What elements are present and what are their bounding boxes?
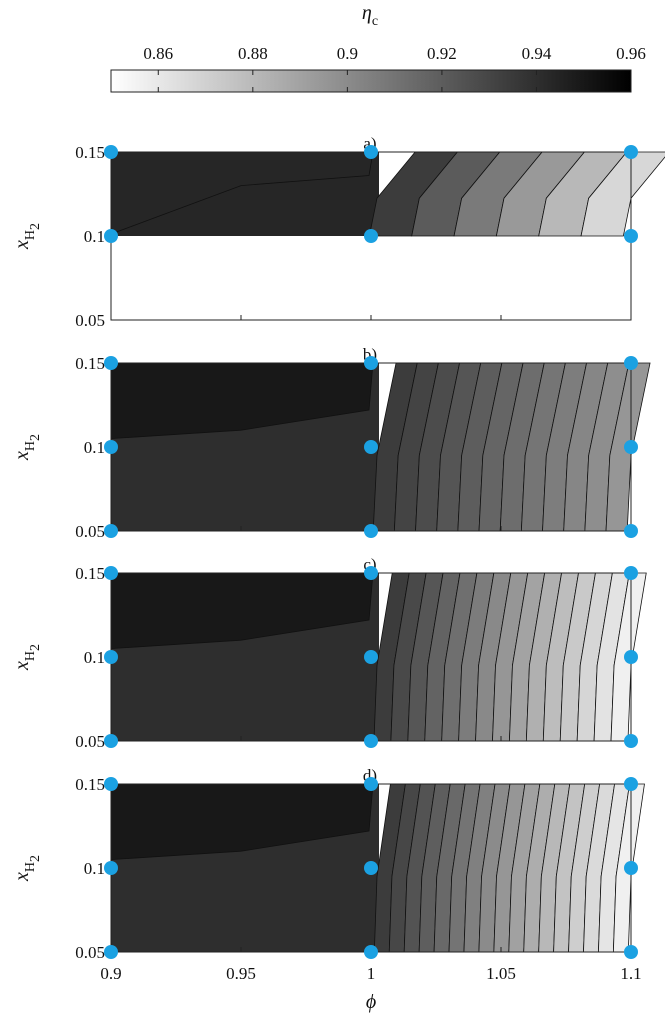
x-tick-labels: 0.9 0.95 1 1.05 1.1: [100, 964, 641, 983]
sample-point: [104, 734, 118, 748]
sample-point: [104, 229, 118, 243]
y-tick-label: 0.05: [75, 943, 105, 962]
contour-fill: [110, 572, 647, 742]
x-axis-label: ϕ: [366, 991, 376, 1013]
y-tick-label: 0.1: [84, 438, 105, 457]
x-tick-label: 1: [367, 964, 376, 983]
y-tick-label: 0.15: [75, 143, 105, 162]
sample-point: [104, 945, 118, 959]
y-tick-label: 0.15: [75, 564, 105, 583]
sample-point: [104, 650, 118, 664]
sample-point: [104, 440, 118, 454]
sample-point: [364, 229, 378, 243]
contour-fill: [110, 151, 665, 237]
sample-point: [104, 145, 118, 159]
colorbar-tick-label: 0.94: [522, 44, 552, 63]
y-tick-label: 0.1: [84, 227, 105, 246]
colorbar-tick-label: 0.96: [616, 44, 646, 63]
sample-point: [104, 861, 118, 875]
y-tick-label: 0.15: [75, 354, 105, 373]
sample-point: [104, 356, 118, 370]
colorbar-title: ηc: [362, 2, 378, 29]
sample-point: [624, 440, 638, 454]
y-axis-label: xH2: [11, 855, 43, 882]
colorbar-title-subscript: c: [372, 14, 378, 29]
sample-point: [104, 777, 118, 791]
y-axis-label: xH2: [11, 223, 43, 250]
colorbar-tick-label: 0.92: [427, 44, 457, 63]
contour-fill: [110, 362, 651, 532]
y-tick-label: 0.1: [84, 859, 105, 878]
sample-point: [364, 566, 378, 580]
sample-point: [104, 524, 118, 538]
sample-point: [364, 356, 378, 370]
sample-point: [624, 734, 638, 748]
colorbar-title-symbol: η: [362, 2, 372, 24]
y-tick-label: 0.15: [75, 775, 105, 794]
y-axis-label: xH2: [11, 644, 43, 671]
colorbar-gradient: [110, 69, 632, 93]
sample-point: [364, 861, 378, 875]
sample-point: [364, 734, 378, 748]
x-tick-label: 1.05: [486, 964, 516, 983]
colorbar-tick-label: 0.88: [238, 44, 268, 63]
sample-point: [104, 566, 118, 580]
y-tick-label: 0.1: [84, 648, 105, 667]
sample-point: [364, 145, 378, 159]
sample-point: [624, 356, 638, 370]
sample-point: [364, 440, 378, 454]
colorbar-ticks: 0.86 0.88 0.9 0.92 0.94 0.96: [143, 44, 646, 92]
y-axis-label: xH2: [11, 434, 43, 461]
sample-point: [624, 229, 638, 243]
sample-point: [624, 777, 638, 791]
contour-region: [580, 151, 665, 237]
sample-point: [624, 945, 638, 959]
contour-fill: [110, 783, 645, 953]
y-tick-label: 0.05: [75, 732, 105, 751]
sample-point: [624, 566, 638, 580]
x-tick-label: 0.95: [226, 964, 256, 983]
sample-point: [624, 650, 638, 664]
sample-point: [364, 777, 378, 791]
y-tick-label: 0.05: [75, 311, 105, 330]
colorbar-tick-label: 0.9: [337, 44, 358, 63]
sample-point: [624, 861, 638, 875]
sample-point: [624, 524, 638, 538]
sample-point: [364, 650, 378, 664]
sample-point: [364, 945, 378, 959]
colorbar-tick-label: 0.86: [143, 44, 173, 63]
sample-point: [364, 524, 378, 538]
x-tick-label: 0.9: [100, 964, 121, 983]
x-tick-label: 1.1: [620, 964, 641, 983]
y-tick-label: 0.05: [75, 522, 105, 541]
panels: 0.150.10.05xH2a)0.150.10.05xH2b)0.150.10…: [11, 134, 665, 983]
sample-point: [624, 145, 638, 159]
